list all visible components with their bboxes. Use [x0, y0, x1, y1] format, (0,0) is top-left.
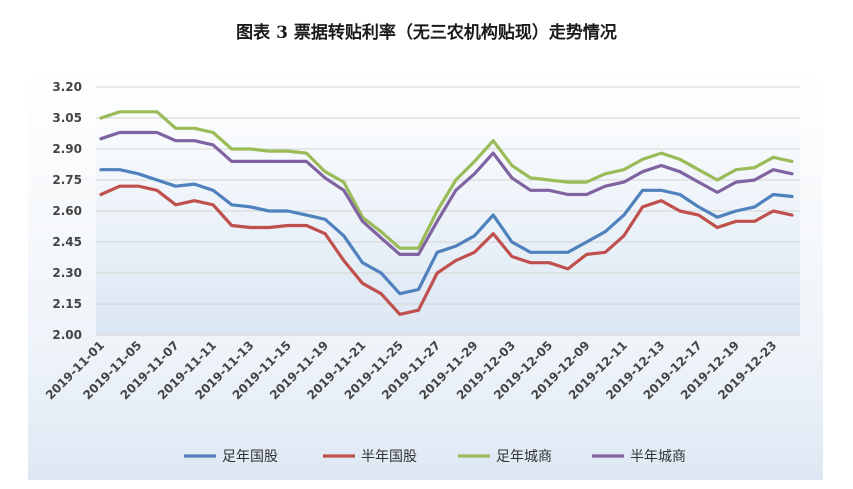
series-lines: [99, 110, 794, 316]
y-tick-label: 2.60: [52, 204, 82, 218]
y-tick-label: 2.90: [52, 142, 82, 156]
y-tick-label: 2.15: [52, 297, 82, 311]
legend-label-3: 半年城商: [630, 449, 686, 465]
y-tick-label: 2.30: [52, 266, 82, 280]
legend-label-2: 足年城商: [496, 449, 552, 465]
series-line-0: [99, 168, 794, 296]
y-tick-label: 2.45: [52, 235, 82, 249]
legend: 足年国股 半年国股 足年城商 半年城商: [184, 449, 686, 465]
series-line-3: [99, 130, 794, 256]
y-tick-label: 3.20: [52, 80, 82, 94]
y-tick-label: 2.75: [52, 173, 82, 187]
y-axis-ticks: 3.20 3.05 2.90 2.75 2.60 2.45 2.30 2.15 2.00: [52, 80, 82, 342]
legend-label-1: 半年国股: [361, 449, 417, 465]
series-line-2: [99, 110, 794, 250]
chart-title: 图表 3 票据转贴利率（无三农机构贴现）走势情况: [236, 23, 617, 43]
legend-label-0: 足年国股: [222, 449, 278, 465]
series-line-1: [99, 184, 794, 316]
y-tick-label: 3.05: [52, 111, 82, 125]
y-tick-label: 2.00: [52, 328, 82, 342]
